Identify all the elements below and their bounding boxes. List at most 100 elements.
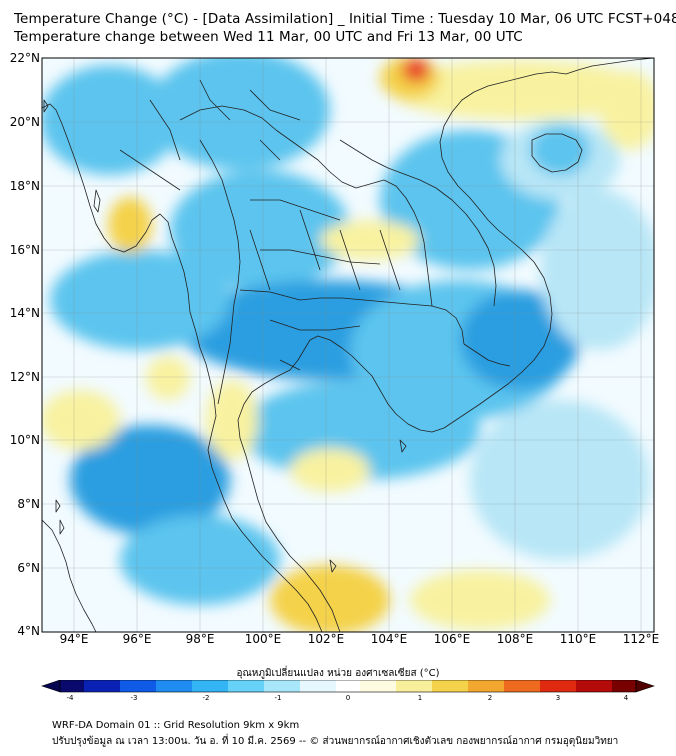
map-grid bbox=[42, 58, 654, 632]
warming-region-northeast-thailand bbox=[320, 220, 420, 260]
border-cambodia-vietnam bbox=[463, 343, 511, 367]
warming-region-west-sea bbox=[42, 390, 120, 450]
colorbar-segment bbox=[432, 680, 445, 692]
colorbar-segment bbox=[192, 680, 205, 692]
colorbar-segment bbox=[324, 680, 337, 692]
cooling-region-east-sea bbox=[540, 190, 654, 350]
colorbar-segment bbox=[444, 680, 457, 692]
lon-label: 94°E bbox=[59, 632, 89, 646]
coastline-myanmar-west bbox=[42, 103, 323, 632]
colorbar-tick-label: 4 bbox=[623, 694, 629, 702]
chart-title: Temperature Change (°C) - [Data Assimila… bbox=[14, 11, 676, 27]
lat-label: 12°N bbox=[9, 370, 40, 384]
colorbar-tick-label: -4 bbox=[66, 694, 74, 702]
colorbar-segment bbox=[396, 680, 409, 692]
cooling-region-andaman-sea bbox=[50, 250, 230, 350]
colorbar-segment bbox=[264, 680, 277, 692]
warming-region-malay-peninsula bbox=[270, 565, 390, 632]
colorbar-segment bbox=[336, 680, 349, 692]
colorbar-segment bbox=[312, 680, 325, 692]
colorbar-segment bbox=[288, 680, 301, 692]
colorbar-frame bbox=[59, 680, 637, 693]
colorbar-segment bbox=[144, 680, 157, 692]
colorbar-tick-label: -1 bbox=[274, 694, 282, 702]
lat-label: 22°N bbox=[9, 51, 40, 65]
coastline-china-south bbox=[503, 58, 654, 83]
lon-label: 98°E bbox=[185, 632, 215, 646]
island-gulf bbox=[329, 439, 407, 573]
colorbar-segment bbox=[84, 680, 97, 692]
lat-label: 10°N bbox=[9, 433, 40, 447]
lat-label: 14°N bbox=[9, 306, 40, 320]
colorbar-segment bbox=[480, 680, 493, 692]
border-thailand-cambodia bbox=[299, 297, 465, 345]
coastline-hainan bbox=[531, 133, 583, 173]
colorbar-segment bbox=[348, 680, 361, 692]
lat-label: 20°N bbox=[9, 115, 40, 129]
warming-region-north-myanmar-coast bbox=[108, 197, 152, 253]
warming-hotspot-north-vietnam bbox=[402, 58, 430, 82]
lon-label: 100°E bbox=[244, 632, 282, 646]
colorbar-segment bbox=[360, 680, 373, 692]
colorbar-segment bbox=[384, 680, 397, 692]
warming-region-gulf-south bbox=[290, 448, 370, 492]
colorbar-segment bbox=[108, 680, 121, 692]
cooling-region-south-vietnam bbox=[460, 290, 580, 390]
colorbar-segment bbox=[420, 680, 433, 692]
footer-model-info: WRF-DA Domain 01 :: Grid Resolution 9km … bbox=[52, 720, 300, 731]
colorbar-tick-label: 3 bbox=[555, 694, 561, 702]
province-grid-myanmar bbox=[119, 79, 301, 191]
cooling-region-south-andaman bbox=[70, 425, 230, 535]
colorbar-segment bbox=[516, 680, 529, 692]
coastline-sumatra bbox=[42, 519, 97, 632]
colorbar-segment bbox=[552, 680, 565, 692]
coastline-gulf-of-thailand bbox=[237, 335, 457, 632]
colorbar-segment bbox=[120, 680, 133, 692]
warming-region-south-thailand bbox=[206, 380, 258, 460]
colorbar-segment bbox=[612, 680, 625, 692]
colorbar-segment bbox=[300, 680, 313, 692]
lon-label: 96°E bbox=[122, 632, 152, 646]
lon-label: 112°E bbox=[622, 632, 660, 646]
lat-label: 6°N bbox=[17, 561, 40, 575]
cooling-region-north-myanmar bbox=[42, 65, 180, 175]
map-frame bbox=[41, 57, 655, 633]
colorbar-segment bbox=[180, 680, 193, 692]
colorbar-title: อุณหภูมิเปลี่ยนแปลง หน่วย องศาเซลเซียส (… bbox=[236, 668, 440, 679]
colorbar-segment bbox=[372, 680, 385, 692]
cooling-region-north-thailand bbox=[170, 170, 350, 290]
colorbar-segment bbox=[576, 680, 589, 692]
colorbar-segment bbox=[408, 680, 421, 692]
colorbar-segment bbox=[468, 680, 481, 692]
lat-label: 18°N bbox=[9, 179, 40, 193]
warming-region-guangxi bbox=[390, 60, 650, 120]
border-thailand-north bbox=[179, 105, 433, 307]
cooling-region-central-myanmar bbox=[150, 58, 330, 170]
lat-label: 8°N bbox=[17, 497, 40, 511]
colorbar-tick-label: 0 bbox=[345, 694, 351, 702]
colorbar-tick-label: 1 bbox=[417, 694, 423, 702]
cooling-region-hainan bbox=[530, 125, 590, 175]
colorbar-segment bbox=[252, 680, 265, 692]
lon-label: 108°E bbox=[496, 632, 534, 646]
colorbar-segment bbox=[156, 680, 169, 692]
colorbar-segment bbox=[564, 680, 577, 692]
lon-label: 110°E bbox=[559, 632, 597, 646]
colorbar-segment bbox=[96, 680, 109, 692]
colorbar-segment bbox=[72, 680, 85, 692]
lat-label: 16°N bbox=[9, 243, 40, 257]
colorbar-tick-label: -2 bbox=[202, 694, 210, 702]
lat-label: 4°N bbox=[17, 624, 40, 638]
colorbar-max-arrow bbox=[635, 680, 655, 693]
colorbar-segment bbox=[240, 680, 253, 692]
colorbar-segment bbox=[168, 680, 181, 692]
island-nicobar bbox=[55, 499, 65, 535]
coastline-vietnam bbox=[439, 81, 553, 421]
colorbar-segment bbox=[504, 680, 517, 692]
footer-update-info: ปรับปรุงข้อมูล ณ เวลา 13:00น. วัน อ. ที่… bbox=[52, 736, 619, 747]
chart-subtitle: Temperature change between Wed 11 Mar, 0… bbox=[14, 29, 523, 45]
warming-region-andaman-center bbox=[146, 356, 190, 400]
border-laos-vietnam bbox=[339, 139, 497, 307]
island-andaman bbox=[43, 99, 101, 213]
colorbar-segment bbox=[528, 680, 541, 692]
